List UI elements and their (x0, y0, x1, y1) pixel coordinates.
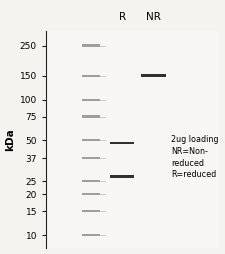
Bar (141, 74, 166, 77)
Bar (82, 234, 100, 236)
Bar (82, 116, 100, 118)
Bar (110, 176, 135, 178)
Text: R: R (119, 12, 126, 22)
Bar (82, 157, 100, 159)
Bar (82, 44, 100, 46)
Bar (82, 180, 100, 182)
Bar (82, 99, 100, 101)
Bar (110, 141, 135, 144)
Bar (82, 193, 100, 196)
Y-axis label: kDa: kDa (6, 128, 16, 151)
Text: 2ug loading
NR=Non-
reduced
R=reduced: 2ug loading NR=Non- reduced R=reduced (171, 135, 218, 179)
Bar (82, 210, 100, 212)
Bar (82, 75, 100, 77)
Text: NR: NR (146, 12, 161, 22)
Bar (82, 139, 100, 141)
